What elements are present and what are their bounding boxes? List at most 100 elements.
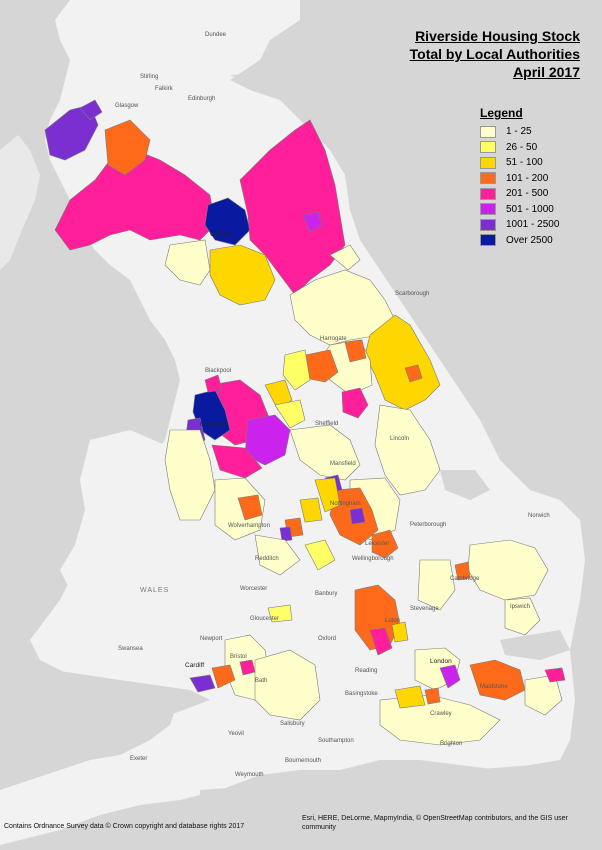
place-label-sheffield: Sheffield bbox=[315, 421, 338, 427]
ireland-landmass bbox=[0, 135, 40, 270]
region-kent-pink[interactable] bbox=[544, 667, 566, 683]
place-label-reading: Reading bbox=[355, 668, 377, 674]
region-east-riding[interactable] bbox=[364, 314, 441, 411]
place-label-london: London bbox=[430, 658, 452, 665]
region-yorks-pink[interactable] bbox=[341, 387, 369, 419]
region-east-pale-3[interactable] bbox=[417, 559, 456, 611]
legend-label: Over 2500 bbox=[506, 234, 553, 246]
place-label-lincoln: Lincoln bbox=[390, 436, 409, 442]
region-east-orange[interactable] bbox=[454, 561, 471, 581]
place-label-redditch: Redditch bbox=[255, 556, 279, 562]
region-newcastle-small[interactable] bbox=[302, 211, 323, 233]
place-label-falkirk: Falkirk bbox=[155, 86, 174, 92]
title-line-3: April 2017 bbox=[513, 64, 580, 80]
place-label-mansfield: Mansfield bbox=[330, 461, 356, 467]
region-midlands-yellow-3[interactable] bbox=[304, 539, 336, 571]
legend-item: 501 - 1000 bbox=[480, 202, 580, 218]
legend-label: 51 - 100 bbox=[506, 157, 543, 169]
region-east-pale-2[interactable] bbox=[504, 597, 541, 636]
legend-swatch bbox=[480, 141, 496, 154]
place-label-peterborough: Peterborough bbox=[410, 522, 446, 528]
region-london-magenta[interactable] bbox=[439, 664, 461, 689]
region-ayr-purple[interactable] bbox=[44, 104, 99, 161]
firth-of-forth bbox=[230, 70, 300, 95]
the-wash bbox=[440, 470, 490, 500]
place-label-newport: Newport bbox=[200, 636, 223, 642]
region-carlisle[interactable] bbox=[204, 197, 251, 246]
place-label-leicester: Leicester bbox=[365, 541, 389, 547]
legend-item: 1001 - 2500 bbox=[480, 217, 580, 233]
place-label-stirling: Stirling bbox=[140, 74, 158, 80]
region-surrey-yellow[interactable] bbox=[394, 685, 426, 709]
place-label-wellingborough: Wellingborough bbox=[352, 556, 394, 562]
place-label-crawley: Crawley bbox=[430, 711, 452, 717]
region-lancs-yellow-2[interactable] bbox=[274, 399, 306, 429]
place-label-yeovil: Yeovil bbox=[228, 731, 244, 737]
region-surrey-pale[interactable] bbox=[379, 694, 501, 746]
region-leicester-orange[interactable] bbox=[371, 529, 399, 559]
place-label-dundee: Dundee bbox=[205, 32, 227, 38]
region-herts-yellow[interactable] bbox=[391, 621, 409, 643]
region-yorks-yellow[interactable] bbox=[282, 349, 311, 391]
place-label-blackpool: Blackpool bbox=[205, 368, 231, 374]
region-hull-orange[interactable] bbox=[404, 364, 423, 383]
legend-swatch bbox=[480, 234, 496, 247]
legend-label: 1001 - 2500 bbox=[506, 219, 560, 231]
region-herts-pink[interactable] bbox=[369, 627, 393, 656]
place-label-harrogate: Harrogate bbox=[320, 336, 347, 342]
region-wolves-purple[interactable] bbox=[279, 526, 293, 542]
region-scotborders-purple[interactable] bbox=[79, 99, 103, 121]
legend-label: 101 - 200 bbox=[506, 172, 549, 184]
place-label-norwich: Norwich bbox=[528, 513, 550, 519]
legend-item: 201 - 500 bbox=[480, 186, 580, 202]
legend-swatch bbox=[480, 187, 496, 200]
region-lancs-yellow-1[interactable] bbox=[264, 379, 293, 411]
region-midlands-purple-2[interactable] bbox=[349, 507, 366, 525]
title-line-2: Total by Local Authorities bbox=[409, 46, 580, 62]
thames-estuary bbox=[500, 630, 570, 660]
place-label-bournemouth: Bournemouth bbox=[285, 758, 321, 764]
region-midlands-yellow-2[interactable] bbox=[299, 497, 323, 523]
region-midlands-pale-1[interactable] bbox=[164, 429, 216, 521]
region-midlands-pale-3[interactable] bbox=[289, 424, 361, 481]
english-channel bbox=[200, 760, 602, 850]
region-blackpool-pink[interactable] bbox=[204, 374, 223, 393]
region-north-pale-3[interactable] bbox=[329, 244, 361, 271]
region-midlands-pale-2[interactable] bbox=[214, 477, 266, 541]
place-label-ipswich: Ipswich bbox=[510, 604, 530, 610]
esri-attribution-credit: Esri, HERE, DeLorme, MapmyIndia, © OpenS… bbox=[302, 815, 568, 831]
region-surrey-orange[interactable] bbox=[424, 687, 441, 705]
region-eden[interactable] bbox=[209, 244, 276, 306]
region-cardiff-purple[interactable] bbox=[189, 674, 216, 693]
place-label-brighton: Brighton bbox=[440, 741, 462, 747]
place-label-cambridge: Cambridge bbox=[450, 576, 480, 582]
map-legend: Legend 1 - 25 26 - 50 51 - 100 101 - 200… bbox=[480, 106, 580, 248]
region-midlands-yellow-1[interactable] bbox=[314, 477, 341, 513]
region-east-pale-1[interactable] bbox=[467, 539, 549, 601]
region-north-pale-1[interactable] bbox=[164, 239, 211, 286]
wales-land bbox=[45, 430, 200, 670]
region-dumfries-orange[interactable] bbox=[104, 119, 151, 176]
place-label-glasgow: Glasgow bbox=[115, 103, 139, 109]
region-lincs-pale[interactable] bbox=[374, 404, 441, 496]
place-label-edinburgh: Edinburgh bbox=[188, 96, 215, 102]
region-wilts-pale[interactable] bbox=[254, 649, 321, 721]
region-bristol-pink[interactable] bbox=[239, 659, 256, 676]
place-label-southampton: Southampton bbox=[318, 738, 354, 744]
region-midlands-pale-5[interactable] bbox=[254, 534, 301, 576]
region-cheshire-pink[interactable] bbox=[211, 444, 263, 479]
legend-label: 201 - 500 bbox=[506, 188, 549, 200]
place-label-basingstoke: Basingstoke bbox=[345, 691, 378, 697]
legend-item: 26 - 50 bbox=[480, 140, 580, 156]
region-yorks-orange-2[interactable] bbox=[344, 339, 367, 363]
region-label-wales: WALES bbox=[140, 587, 169, 594]
region-glos-yellow[interactable] bbox=[267, 604, 293, 623]
region-glos-orange[interactable] bbox=[211, 664, 236, 689]
place-label-banbury: Banbury bbox=[315, 591, 337, 597]
legend-item: 1 - 25 bbox=[480, 124, 580, 140]
place-label-cardiff: Cardiff bbox=[185, 662, 204, 669]
region-shropshire-orange[interactable] bbox=[237, 494, 263, 521]
legend-item: 101 - 200 bbox=[480, 171, 580, 187]
place-label-salisbury: Salisbury bbox=[280, 721, 305, 727]
